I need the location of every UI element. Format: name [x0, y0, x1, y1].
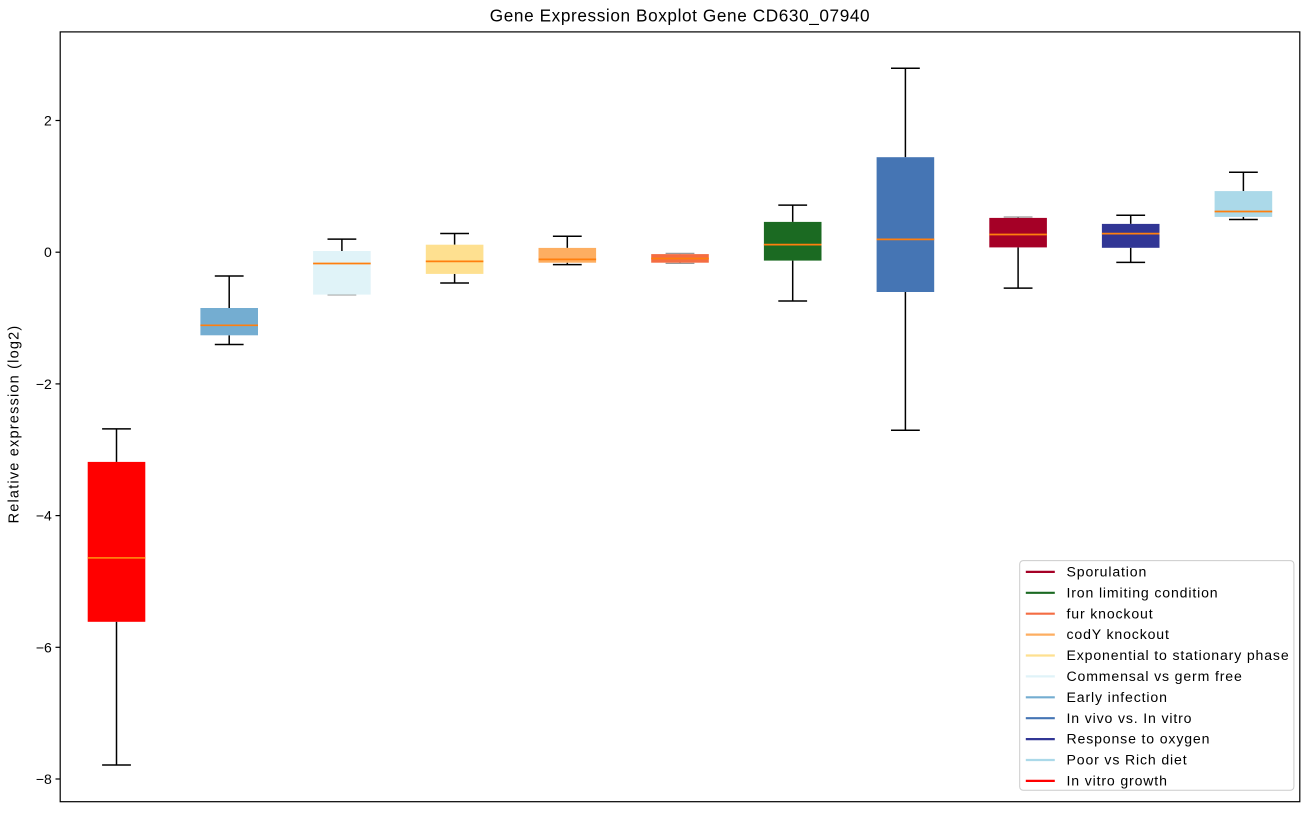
svg-text:In vivo vs. In vitro: In vivo vs. In vitro	[1067, 710, 1193, 726]
svg-text:Sporulation: Sporulation	[1067, 564, 1148, 580]
svg-text:−8: −8	[36, 771, 52, 787]
svg-text:−4: −4	[36, 508, 52, 524]
svg-text:Gene Expression Boxplot Gene C: Gene Expression Boxplot Gene CD630_07940	[490, 6, 870, 26]
svg-text:Response to oxygen: Response to oxygen	[1067, 731, 1211, 747]
svg-text:Relative expression (log2): Relative expression (log2)	[7, 325, 23, 524]
svg-text:Iron limiting condition: Iron limiting condition	[1067, 584, 1219, 600]
svg-text:Poor vs Rich diet: Poor vs Rich diet	[1067, 752, 1188, 768]
svg-text:codY knockout: codY knockout	[1067, 626, 1170, 642]
svg-text:0: 0	[44, 244, 52, 260]
svg-text:2: 2	[44, 113, 52, 129]
svg-text:In vitro growth: In vitro growth	[1067, 773, 1168, 789]
svg-text:Early infection: Early infection	[1067, 689, 1168, 705]
svg-text:−2: −2	[36, 376, 52, 392]
svg-text:fur knockout: fur knockout	[1067, 605, 1154, 621]
svg-text:Exponential to stationary phas: Exponential to stationary phase	[1067, 647, 1290, 663]
svg-text:Commensal vs germ free: Commensal vs germ free	[1067, 668, 1243, 684]
svg-text:−6: −6	[36, 639, 52, 655]
